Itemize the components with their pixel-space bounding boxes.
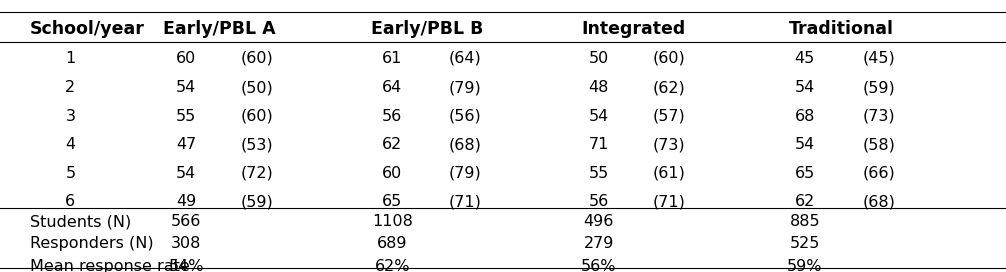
Text: 56: 56 [382, 109, 402, 124]
Text: (73): (73) [653, 137, 685, 152]
Text: (71): (71) [449, 194, 481, 209]
Text: (79): (79) [449, 80, 481, 95]
Text: 4: 4 [65, 137, 75, 152]
Text: 885: 885 [790, 214, 820, 229]
Text: 566: 566 [171, 214, 201, 229]
Text: Mean response rate: Mean response rate [30, 258, 190, 272]
Text: 45: 45 [795, 51, 815, 66]
Text: 61: 61 [382, 51, 402, 66]
Text: 6: 6 [65, 194, 75, 209]
Text: 54: 54 [176, 80, 196, 95]
Text: Early/PBL B: Early/PBL B [371, 20, 484, 38]
Text: (59): (59) [863, 80, 895, 95]
Text: 62: 62 [795, 194, 815, 209]
Text: (73): (73) [863, 109, 895, 124]
Text: (62): (62) [653, 80, 685, 95]
Text: 2: 2 [65, 80, 75, 95]
Text: (59): (59) [240, 194, 273, 209]
Text: (53): (53) [240, 137, 273, 152]
Text: (64): (64) [449, 51, 481, 66]
Text: 308: 308 [171, 236, 201, 251]
Text: (71): (71) [653, 194, 685, 209]
Text: (68): (68) [863, 194, 895, 209]
Text: 65: 65 [382, 194, 402, 209]
Text: 48: 48 [589, 80, 609, 95]
Text: (58): (58) [863, 137, 895, 152]
Text: 55: 55 [176, 109, 196, 124]
Text: 496: 496 [583, 214, 614, 229]
Text: 54%: 54% [168, 258, 204, 272]
Text: 68: 68 [795, 109, 815, 124]
Text: 56: 56 [589, 194, 609, 209]
Text: (68): (68) [449, 137, 481, 152]
Text: 60: 60 [176, 51, 196, 66]
Text: 71: 71 [589, 137, 609, 152]
Text: (45): (45) [863, 51, 895, 66]
Text: Students (N): Students (N) [30, 214, 132, 229]
Text: Integrated: Integrated [581, 20, 686, 38]
Text: 64: 64 [382, 80, 402, 95]
Text: 49: 49 [176, 194, 196, 209]
Text: (50): (50) [240, 80, 273, 95]
Text: 59%: 59% [787, 258, 823, 272]
Text: 54: 54 [795, 80, 815, 95]
Text: 525: 525 [790, 236, 820, 251]
Text: Responders (N): Responders (N) [30, 236, 154, 251]
Text: 60: 60 [382, 166, 402, 181]
Text: 1: 1 [65, 51, 75, 66]
Text: 54: 54 [795, 137, 815, 152]
Text: 279: 279 [583, 236, 614, 251]
Text: (60): (60) [240, 109, 273, 124]
Text: (72): (72) [240, 166, 273, 181]
Text: (57): (57) [653, 109, 685, 124]
Text: 65: 65 [795, 166, 815, 181]
Text: 50: 50 [589, 51, 609, 66]
Text: 5: 5 [65, 166, 75, 181]
Text: (61): (61) [653, 166, 685, 181]
Text: 54: 54 [589, 109, 609, 124]
Text: (79): (79) [449, 166, 481, 181]
Text: Traditional: Traditional [789, 20, 893, 38]
Text: Early/PBL A: Early/PBL A [163, 20, 276, 38]
Text: (66): (66) [863, 166, 895, 181]
Text: (60): (60) [653, 51, 685, 66]
Text: 54: 54 [176, 166, 196, 181]
Text: 62%: 62% [374, 258, 410, 272]
Text: School/year: School/year [30, 20, 145, 38]
Text: 47: 47 [176, 137, 196, 152]
Text: 1108: 1108 [372, 214, 412, 229]
Text: 56%: 56% [580, 258, 617, 272]
Text: 3: 3 [65, 109, 75, 124]
Text: 55: 55 [589, 166, 609, 181]
Text: (56): (56) [449, 109, 481, 124]
Text: (60): (60) [240, 51, 273, 66]
Text: 689: 689 [377, 236, 407, 251]
Text: 62: 62 [382, 137, 402, 152]
